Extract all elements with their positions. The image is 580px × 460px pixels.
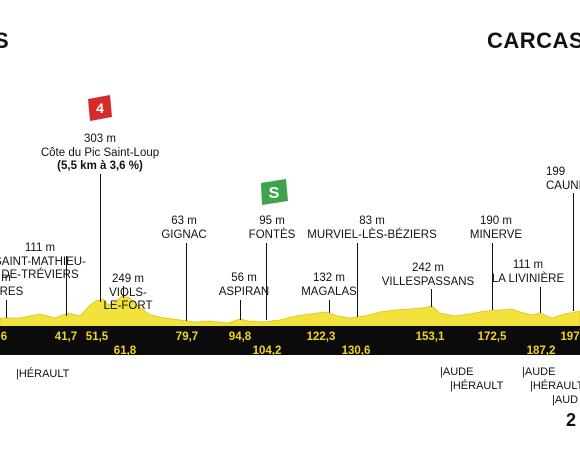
sprint-leader bbox=[266, 243, 267, 320]
place-leader bbox=[573, 193, 574, 311]
climb-flag-icon: 4 bbox=[88, 95, 112, 121]
place-label: 249 m VIOLS- LE-FORT bbox=[103, 273, 153, 312]
place-label: 132 m MAGALAS bbox=[301, 272, 357, 298]
place-label: 56 m ASPIRAN bbox=[218, 272, 270, 298]
climb-leader bbox=[100, 174, 101, 302]
department-label: |HÉRAULT bbox=[450, 380, 504, 392]
start-town: S bbox=[0, 28, 10, 53]
place-label: 63 m GIGNAC bbox=[161, 215, 207, 241]
place-label: 83 m MURVIEL-LÈS-BÉZIERS bbox=[307, 215, 437, 241]
place-leader bbox=[240, 300, 241, 320]
distance-marker: 41,7 bbox=[54, 331, 78, 343]
place-leader bbox=[431, 289, 432, 307]
place-label: 111 m LA LIVINIÈRE bbox=[491, 259, 565, 285]
climb-stats: (5,5 km à 3,6 %) bbox=[57, 160, 143, 172]
department-label: |AUDE bbox=[522, 366, 556, 378]
place-label: mIÈRES bbox=[0, 272, 24, 298]
place-label: 199CAUNES-MI bbox=[546, 166, 580, 192]
place-leader bbox=[540, 287, 541, 313]
place-leader bbox=[6, 300, 7, 318]
distance-marker: 153,1 bbox=[415, 331, 445, 343]
distance-marker: 6 bbox=[0, 331, 8, 343]
climb-name: Côte du Pic Saint-Loup bbox=[40, 146, 160, 159]
baseline-bar bbox=[0, 326, 580, 355]
climb-altitude: 303 m bbox=[84, 133, 116, 145]
department-label: |AUD bbox=[552, 394, 579, 406]
place-leader bbox=[492, 243, 493, 310]
sprint-symbol: S bbox=[269, 185, 280, 202]
place-leader bbox=[329, 300, 330, 313]
department-label: |AUDE bbox=[440, 366, 474, 378]
department-label: |HÉRAULT bbox=[530, 380, 580, 392]
place-label: 111 m SAINT-MATHIEU- DE-TRÉVIERS bbox=[0, 242, 86, 281]
distance-marker: 197 bbox=[560, 331, 580, 343]
distance-marker: 172,5 bbox=[477, 331, 507, 343]
department-label: |HÉRAULT bbox=[16, 368, 70, 380]
distance-marker: 79,7 bbox=[175, 331, 199, 343]
climb-label: 303 m Côte du Pic Saint-Loup (5,5 km à 3… bbox=[41, 133, 159, 174]
sprint-flag-icon: S bbox=[261, 179, 288, 205]
place-leader bbox=[66, 256, 67, 316]
climb-category: 4 bbox=[96, 100, 104, 116]
distance-marker: 94,8 bbox=[228, 331, 252, 343]
place-leader bbox=[123, 286, 124, 298]
sprint-name: FONTÈS bbox=[248, 228, 296, 241]
finish-town: CARCASS bbox=[487, 28, 580, 53]
place-label: 242 m VILLESPASSANS bbox=[381, 262, 475, 288]
distance-marker: 130,6 bbox=[341, 345, 371, 357]
sprint-altitude: 95 m bbox=[259, 215, 285, 227]
distance-marker: 122,3 bbox=[306, 331, 336, 343]
place-label: 190 m MINERVE bbox=[469, 215, 523, 241]
sprint-label: 95 m FONTÈS bbox=[249, 215, 296, 242]
profile-fill bbox=[0, 295, 580, 331]
distance-marker: 51,5 bbox=[85, 331, 109, 343]
distance-marker: 104,2 bbox=[252, 345, 282, 357]
final-distance: 2 bbox=[566, 410, 577, 430]
distance-marker: 187,2 bbox=[526, 345, 556, 357]
place-leader bbox=[186, 243, 187, 321]
distance-marker: 61,8 bbox=[113, 345, 137, 357]
place-leader bbox=[357, 243, 358, 317]
